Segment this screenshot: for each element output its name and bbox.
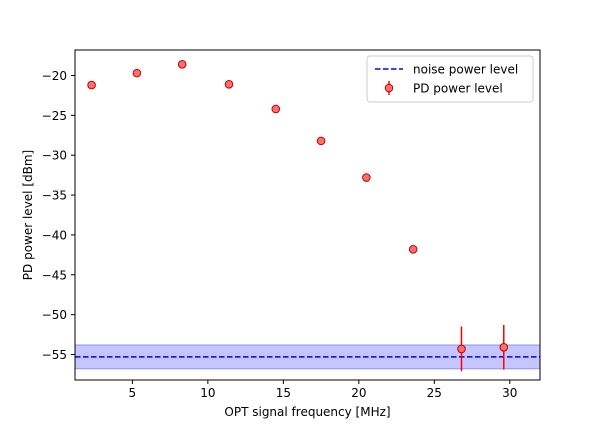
data-point [499, 343, 509, 352]
x-tick-label: 30 [502, 386, 517, 400]
y-axis: −20 −25 −30 −35 −40 −45 −50 −55 [42, 69, 75, 362]
y-tick-label: −25 [42, 109, 67, 123]
legend-label-pd: PD power level [413, 82, 503, 96]
data-point [177, 60, 187, 69]
y-tick-label: −20 [42, 69, 67, 83]
y-tick-label: −30 [42, 149, 67, 163]
data-point [271, 104, 281, 114]
axes-frame [74, 49, 541, 381]
data-point [362, 173, 371, 182]
data-point [316, 136, 326, 146]
y-tick-label: −55 [42, 348, 67, 362]
x-tick-label: 20 [351, 386, 366, 400]
data-point [224, 79, 234, 89]
data-point [132, 68, 142, 78]
x-tick-label: 10 [200, 386, 215, 400]
y-tick-label: −45 [42, 268, 67, 282]
legend: noise power level PD power level [366, 55, 534, 103]
data-point [408, 244, 418, 254]
data-point [457, 344, 466, 354]
x-axis: 5 10 15 20 25 30 [129, 380, 517, 400]
y-tick-label: −35 [42, 189, 67, 203]
y-tick-label: −40 [42, 228, 67, 242]
legend-swatch-pd-marker [384, 83, 394, 93]
data-point [87, 80, 96, 90]
x-tick-label: 15 [276, 386, 291, 400]
x-tick-label: 25 [427, 386, 442, 400]
x-tick-label: 5 [129, 386, 137, 400]
legend-box [366, 55, 534, 103]
y-axis-label: PD power level [dBm] [21, 150, 35, 280]
y-tick-label: −50 [42, 308, 67, 322]
x-axis-label: OPT signal frequency [MHz] [224, 405, 390, 419]
legend-label-noise: noise power level [413, 63, 518, 77]
